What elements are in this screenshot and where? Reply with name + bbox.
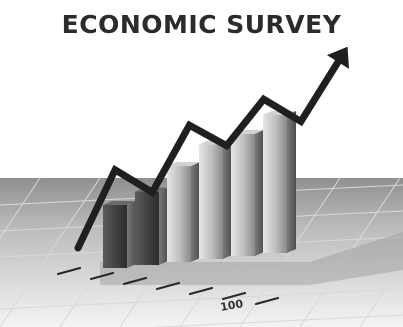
trend-arrow-head [326, 46, 350, 69]
axis-tick [56, 266, 82, 276]
floor-grid-line [0, 177, 41, 239]
floor-grid-line [239, 177, 341, 327]
axis-tick-label: 100 [219, 297, 244, 314]
axis-ticks [56, 266, 280, 306]
chart-bar [103, 201, 136, 268]
axis-tick [122, 276, 148, 286]
floor-grid-line [0, 288, 403, 310]
floor-grid-line [299, 177, 401, 327]
chart-bar [167, 162, 200, 262]
axis-tick [188, 286, 214, 296]
chart-bar [231, 129, 264, 256]
chart-bar [263, 111, 296, 253]
page-title: ECONOMIC SURVEY [61, 10, 342, 39]
trend-arrow-line [74, 58, 342, 252]
floor-grid-line [151, 314, 403, 327]
axis-tick [89, 271, 115, 281]
bar-shadow [100, 232, 403, 285]
chart-bar [199, 140, 232, 259]
axis-tick [221, 291, 247, 301]
axis-tick [254, 296, 280, 306]
floor-grid-line [0, 177, 101, 327]
axis-tick [155, 281, 181, 291]
bar-group [103, 111, 296, 268]
floor-grid-line [359, 262, 403, 327]
floor-grid-line [0, 262, 403, 284]
chart-bar [135, 187, 168, 265]
